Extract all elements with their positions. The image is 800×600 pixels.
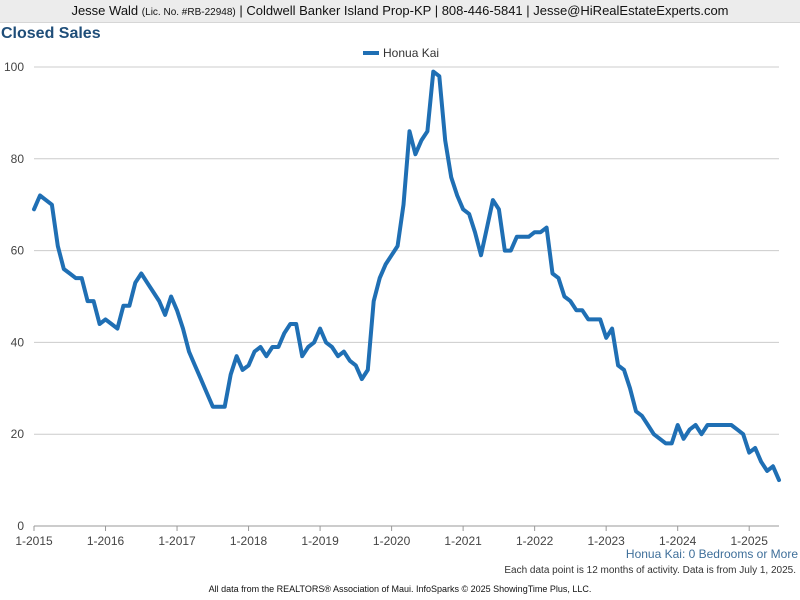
agent-details: | Coldwell Banker Island Prop-KP | 808-4… (239, 3, 729, 18)
x-tick-label: 1-2025 (731, 534, 769, 548)
agent-header-bar: Jesse Wald (Lic. No. #RB-22948) | Coldwe… (0, 0, 800, 23)
grid-lines (34, 66, 779, 435)
legend: Honua Kai (363, 46, 439, 60)
series-layer (32, 69, 781, 483)
y-tick-labels: 0 20 40 60 80 100 (4, 60, 24, 533)
y-tick-label: 40 (11, 335, 25, 349)
legend-swatch (363, 51, 379, 55)
legend-label: Honua Kai (383, 46, 439, 60)
x-tick-label: 1-2022 (516, 534, 554, 548)
x-tick-label: 1-2023 (587, 534, 625, 548)
y-tick-label: 20 (11, 427, 25, 441)
y-tick-label: 0 (17, 519, 24, 533)
series-line-honua-kai (32, 69, 781, 483)
x-tick-label: 1-2016 (87, 534, 125, 548)
x-tick-labels: 1-2015 1-2016 1-2017 1-2018 1-2019 1-2020 1-20… (15, 526, 768, 548)
x-tick-label: 1-2018 (230, 534, 268, 548)
x-tick-label: 1-2015 (15, 534, 53, 548)
x-tick-label: 1-2021 (444, 534, 482, 548)
x-tick-label: 1-2019 (301, 534, 339, 548)
y-tick-label: 100 (4, 60, 24, 74)
x-tick-label: 1-2020 (373, 534, 411, 548)
y-tick-label: 60 (11, 244, 25, 258)
footer-note: All data from the REALTORS® Association … (208, 584, 592, 594)
x-tick-label: 1-2024 (659, 534, 697, 548)
chart-subtitle: Honua Kai: 0 Bedrooms or More (625, 547, 798, 561)
x-tick-label: 1-2017 (158, 534, 196, 548)
agent-name: Jesse Wald (71, 3, 139, 18)
license-number: (Lic. No. #RB-22948) (141, 7, 236, 18)
y-tick-label: 80 (11, 152, 25, 166)
chart-title: Closed Sales (1, 25, 101, 42)
data-note: Each data point is 12 months of activity… (504, 565, 796, 576)
